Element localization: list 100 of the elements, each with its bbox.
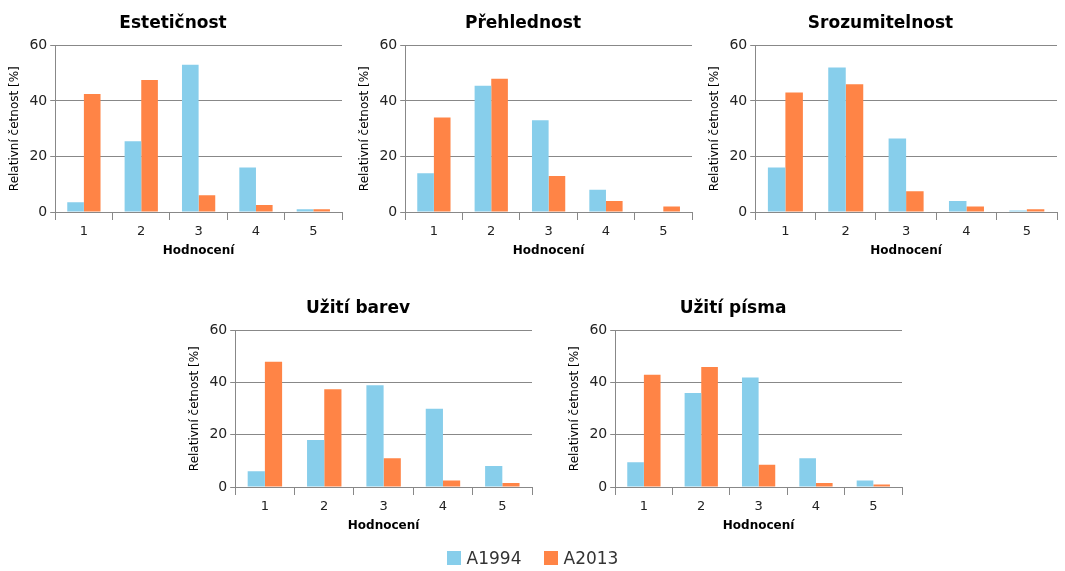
bar bbox=[856, 480, 874, 487]
y-tick-label: 60 bbox=[379, 36, 398, 53]
y-tick-label: 60 bbox=[589, 321, 608, 338]
chart-title: Estetičnost bbox=[119, 11, 227, 32]
bar bbox=[502, 483, 520, 487]
x-tick-label: 5 bbox=[659, 223, 668, 239]
x-tick-label: 2 bbox=[487, 223, 496, 239]
legend-label: A1994 bbox=[466, 548, 522, 568]
x-tick-label: 1 bbox=[639, 498, 649, 514]
x-tick-label: 4 bbox=[962, 223, 971, 239]
bar bbox=[366, 385, 384, 487]
bar bbox=[815, 483, 833, 487]
bar bbox=[767, 167, 786, 212]
bar bbox=[141, 80, 158, 212]
bar bbox=[589, 189, 606, 212]
bar bbox=[433, 117, 451, 212]
bar bbox=[255, 205, 273, 212]
bar bbox=[873, 484, 890, 487]
y-tick-label: 0 bbox=[388, 202, 398, 219]
x-tick-label: 5 bbox=[1022, 223, 1031, 239]
x-tick-label: 5 bbox=[869, 498, 878, 514]
y-axis-title: Relativní četnost [%] bbox=[707, 66, 722, 192]
bar bbox=[548, 175, 566, 212]
bar bbox=[296, 209, 314, 212]
bar bbox=[785, 92, 803, 212]
x-axis-title: Hodnocení bbox=[347, 517, 421, 532]
bar bbox=[83, 93, 101, 212]
x-tick-label: 2 bbox=[697, 498, 706, 514]
y-tick-label: 40 bbox=[209, 373, 228, 390]
bar bbox=[758, 464, 776, 487]
bar bbox=[701, 366, 718, 487]
bar bbox=[417, 173, 434, 212]
x-tick-label: 5 bbox=[309, 223, 318, 239]
bar bbox=[485, 466, 503, 487]
y-tick-label: 60 bbox=[729, 36, 748, 53]
y-tick-label: 20 bbox=[729, 147, 748, 164]
y-tick-label: 20 bbox=[589, 425, 608, 442]
x-tick-label: 1 bbox=[79, 223, 89, 239]
bar bbox=[627, 462, 644, 487]
x-tick-label: 4 bbox=[601, 223, 611, 239]
y-tick-label: 40 bbox=[29, 91, 48, 108]
chart-title: Užití barev bbox=[305, 296, 411, 317]
x-tick-label: 2 bbox=[841, 223, 850, 239]
y-axis-title: Relativní četnost [%] bbox=[187, 346, 202, 472]
y-tick-label: 20 bbox=[29, 147, 48, 164]
x-axis-title: Hodnocení bbox=[162, 242, 236, 257]
x-tick-label: 1 bbox=[260, 498, 270, 514]
x-tick-label: 3 bbox=[754, 498, 763, 514]
y-tick-label: 20 bbox=[379, 147, 398, 164]
bar bbox=[383, 458, 401, 487]
legend-label: A2013 bbox=[563, 548, 619, 568]
x-tick-label: 4 bbox=[251, 223, 261, 239]
x-tick-label: 3 bbox=[544, 223, 553, 239]
x-axis-title: Hodnocení bbox=[870, 242, 943, 257]
bar bbox=[324, 389, 342, 487]
bar bbox=[828, 67, 846, 212]
bar bbox=[247, 471, 265, 487]
y-tick-label: 40 bbox=[379, 91, 398, 108]
x-axis-title: Hodnocení bbox=[722, 517, 796, 532]
y-tick-label: 0 bbox=[598, 477, 608, 494]
bar bbox=[307, 440, 325, 487]
bar bbox=[491, 78, 508, 212]
x-tick-label: 2 bbox=[137, 223, 146, 239]
bar bbox=[888, 138, 907, 212]
bar bbox=[181, 64, 199, 212]
bar bbox=[442, 480, 461, 487]
bar bbox=[741, 377, 759, 487]
y-tick-label: 40 bbox=[589, 373, 608, 390]
bar bbox=[605, 200, 623, 212]
bar bbox=[1026, 209, 1045, 212]
bar bbox=[643, 374, 661, 487]
bar bbox=[948, 200, 967, 212]
bar bbox=[124, 141, 142, 212]
y-tick-label: 60 bbox=[209, 321, 228, 338]
chart-title: Užití písma bbox=[679, 296, 787, 317]
chart-title: Přehlednost bbox=[464, 11, 582, 32]
y-tick-label: 0 bbox=[738, 202, 748, 219]
y-tick-label: 20 bbox=[209, 425, 228, 442]
bar bbox=[67, 202, 84, 212]
bar bbox=[845, 84, 864, 212]
x-tick-label: 1 bbox=[429, 223, 439, 239]
y-tick-label: 40 bbox=[729, 91, 748, 108]
x-tick-label: 1 bbox=[781, 223, 790, 239]
bar bbox=[966, 206, 984, 212]
bar bbox=[264, 361, 283, 487]
bar bbox=[239, 167, 256, 212]
bar bbox=[906, 191, 924, 212]
x-tick-label: 4 bbox=[438, 498, 448, 514]
x-tick-label: 2 bbox=[320, 498, 329, 514]
y-axis-title: Relativní četnost [%] bbox=[357, 66, 372, 192]
x-tick-label: 3 bbox=[901, 223, 911, 239]
y-tick-label: 0 bbox=[218, 477, 228, 494]
bar bbox=[684, 393, 702, 487]
bar bbox=[425, 408, 443, 487]
bar bbox=[531, 120, 549, 212]
x-tick-label: 4 bbox=[811, 498, 821, 514]
bar bbox=[474, 85, 492, 212]
bar bbox=[663, 206, 680, 212]
bar bbox=[313, 209, 330, 212]
y-axis-title: Relativní četnost [%] bbox=[567, 346, 582, 472]
